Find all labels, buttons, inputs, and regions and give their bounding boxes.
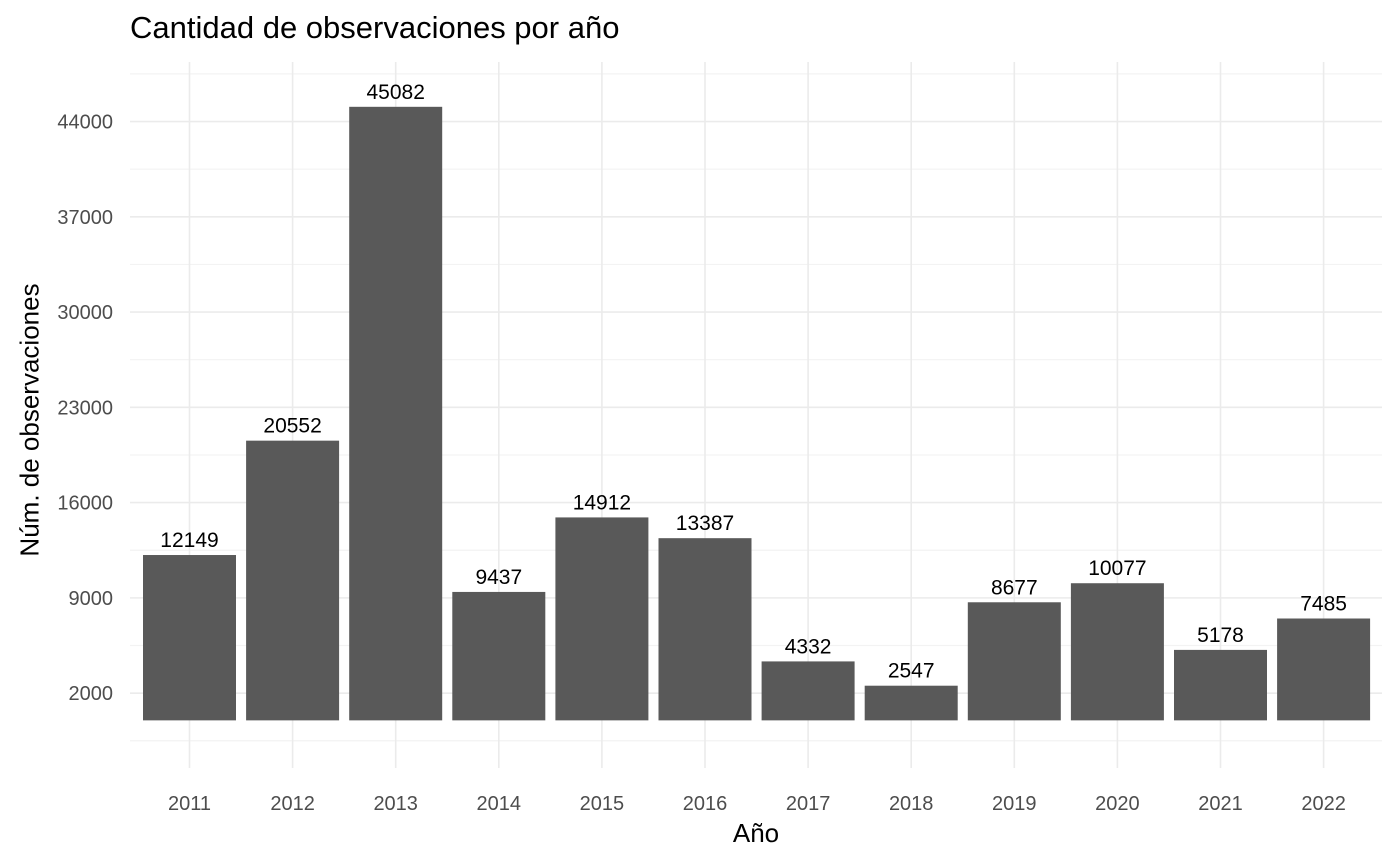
bar-data-label: 2547 bbox=[888, 660, 935, 683]
x-tick-label: 2018 bbox=[889, 793, 934, 815]
bar bbox=[1070, 583, 1164, 721]
bar bbox=[864, 685, 958, 721]
bar-data-label: 20552 bbox=[263, 415, 321, 438]
y-tick-label: 16000 bbox=[57, 493, 113, 515]
bar bbox=[761, 661, 855, 721]
x-tick-label: 2015 bbox=[580, 793, 625, 815]
bar-data-label: 9437 bbox=[475, 566, 522, 589]
bar-data-label: 13387 bbox=[676, 512, 734, 535]
bar-data-label: 45082 bbox=[366, 81, 424, 104]
bar bbox=[1277, 618, 1371, 721]
y-tick-label: 44000 bbox=[57, 112, 113, 134]
y-tick-label: 23000 bbox=[57, 397, 113, 419]
bar bbox=[349, 106, 443, 721]
y-tick-label: 30000 bbox=[57, 302, 113, 324]
x-tick-label: 2019 bbox=[992, 793, 1037, 815]
x-tick-label: 2013 bbox=[373, 793, 418, 815]
bar-data-label: 12149 bbox=[160, 529, 218, 552]
x-tick-label: 2016 bbox=[683, 793, 728, 815]
x-tick-label: 2022 bbox=[1301, 793, 1346, 815]
bar-data-label: 4332 bbox=[785, 635, 832, 658]
y-tick-label: 9000 bbox=[69, 588, 114, 610]
bar bbox=[1174, 649, 1267, 721]
x-tick-label: 2017 bbox=[786, 793, 831, 815]
bar bbox=[658, 538, 752, 721]
y-tick-label: 37000 bbox=[57, 207, 113, 229]
chart-title: Cantidad de observaciones por año bbox=[130, 10, 620, 45]
y-axis-title: Núm. de observaciones bbox=[14, 283, 45, 557]
bar-data-label: 7485 bbox=[1300, 592, 1347, 615]
x-axis-title: Año bbox=[732, 818, 780, 848]
x-tick-label: 2021 bbox=[1198, 793, 1243, 815]
bar-data-label: 5178 bbox=[1197, 624, 1244, 647]
x-tick-label: 2011 bbox=[168, 793, 211, 815]
bar bbox=[452, 591, 546, 721]
x-tick-label: 2014 bbox=[477, 793, 522, 815]
bar bbox=[143, 555, 236, 721]
bar bbox=[555, 517, 649, 721]
x-tick-label: 2020 bbox=[1095, 793, 1140, 815]
bar bbox=[967, 602, 1061, 721]
y-tick-label: 2000 bbox=[69, 683, 114, 705]
bar-data-label: 14912 bbox=[573, 491, 631, 514]
bar-data-label: 8677 bbox=[991, 576, 1038, 599]
bar-data-label: 10077 bbox=[1088, 557, 1146, 580]
bar bbox=[246, 440, 340, 721]
x-tick-label: 2012 bbox=[270, 793, 315, 815]
